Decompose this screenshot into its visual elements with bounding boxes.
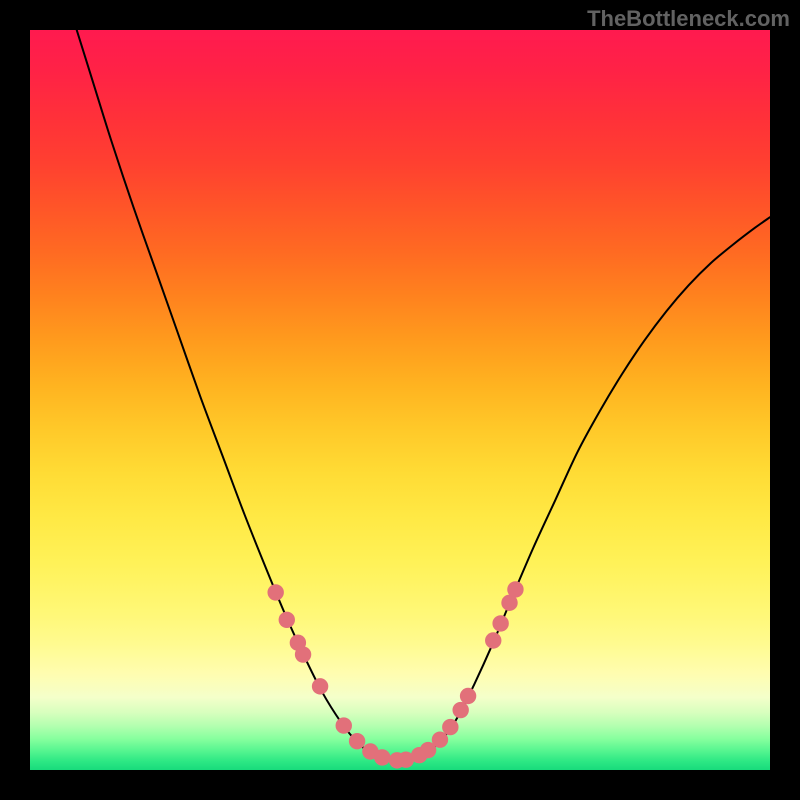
marker-point	[312, 678, 328, 694]
marker-point	[442, 719, 458, 735]
watermark-text: TheBottleneck.com	[587, 6, 790, 32]
plot-area	[30, 30, 770, 770]
marker-point	[452, 702, 468, 718]
marker-point	[374, 749, 390, 765]
plot-svg	[30, 30, 770, 770]
marker-point	[460, 688, 476, 704]
marker-point	[336, 717, 352, 733]
marker-point	[507, 581, 523, 597]
chart-container: TheBottleneck.com	[0, 0, 800, 800]
marker-point	[432, 731, 448, 747]
marker-point	[492, 615, 508, 631]
marker-point	[295, 646, 311, 662]
marker-point	[485, 632, 501, 648]
plot-background	[30, 30, 770, 770]
marker-point	[267, 584, 283, 600]
marker-point	[349, 733, 365, 749]
marker-point	[279, 612, 295, 628]
